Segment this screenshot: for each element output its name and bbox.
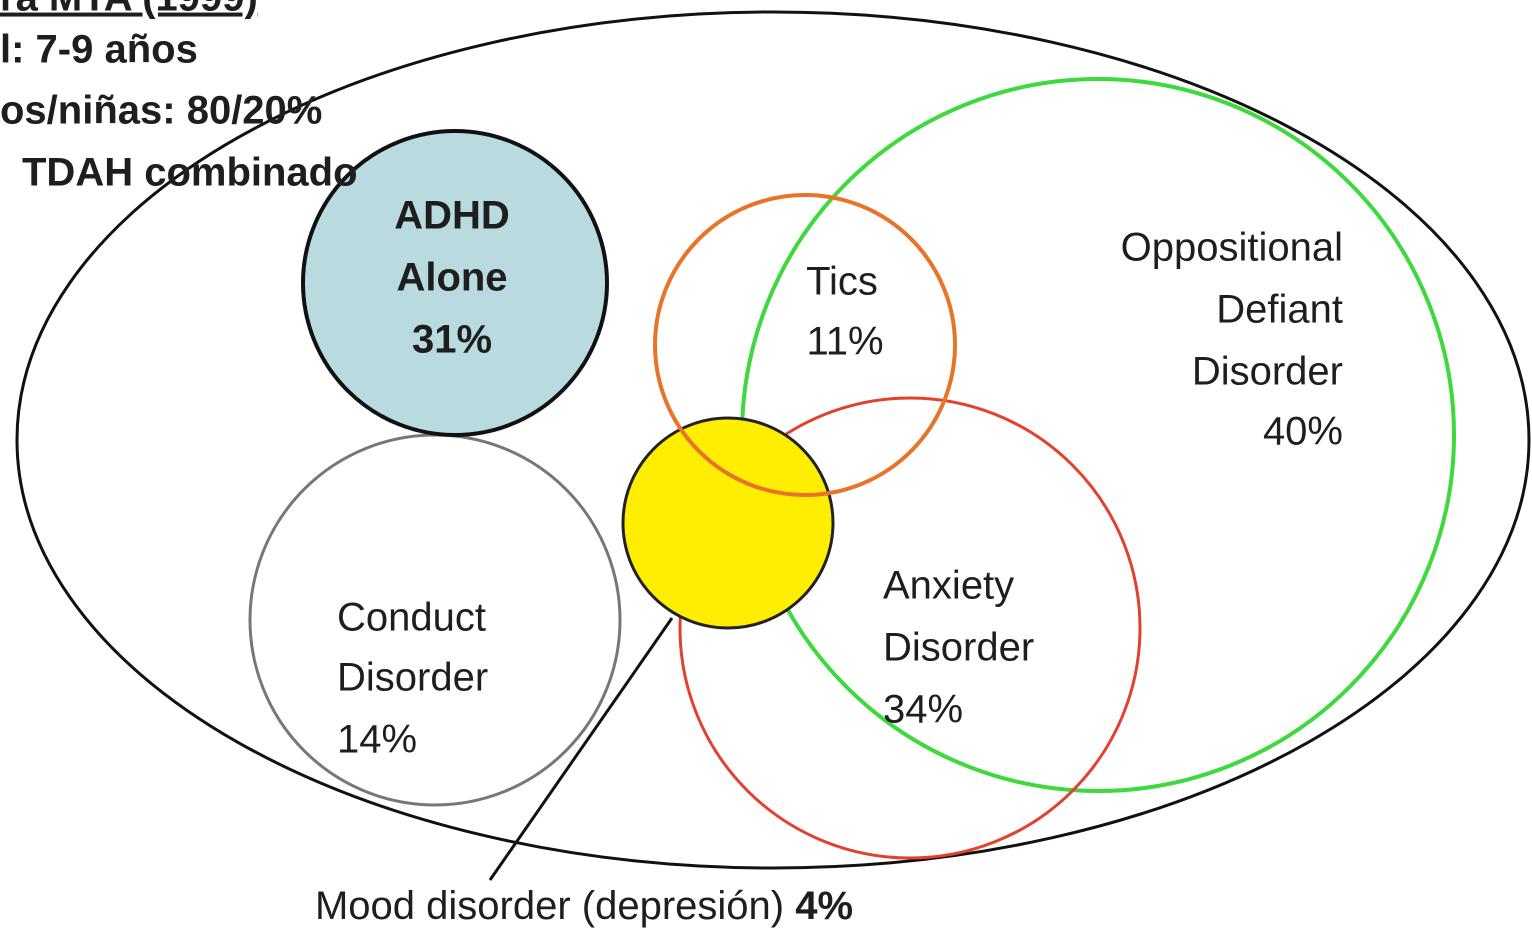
odd-label: Oppositional Defiant Disorder 40% — [1121, 226, 1343, 454]
label-line: 14% — [337, 718, 417, 762]
label-text: Mood disorder (depresión) — [315, 884, 795, 928]
label-line: Defiant — [1216, 288, 1343, 332]
anxiety-label: Anxiety Disorder 34% — [883, 564, 1034, 732]
tics-circle — [653, 193, 957, 497]
label-line: Conduct — [337, 596, 486, 640]
adhd-label: ADHD Alone 31% — [394, 194, 510, 362]
label-line: Tics — [806, 260, 878, 304]
adhd-circle — [301, 129, 609, 437]
header-line: os/niñas: 80/20% — [0, 89, 322, 133]
label-line: 34% — [883, 688, 963, 732]
label-line: Disorder — [337, 656, 488, 700]
label-value: 4% — [795, 884, 853, 928]
label-line: 31% — [412, 318, 492, 362]
header-line: l: 7-9 años — [0, 28, 198, 72]
label-line: Disorder — [1192, 350, 1343, 394]
label-line: Anxiety — [883, 564, 1014, 608]
population-ellipse — [15, 10, 1531, 870]
header-title: ra MTA (1999) — [0, 0, 258, 20]
mood-label: Mood disorder (depresión) 4% — [315, 884, 853, 928]
label-line: Oppositional — [1121, 226, 1343, 270]
mood-circle — [621, 416, 835, 630]
label-line: ADHD — [394, 194, 510, 238]
header-line: TDAH combinado — [22, 151, 358, 195]
pointer-line — [488, 617, 674, 881]
conduct-label: Conduct Disorder 14% — [337, 596, 488, 762]
anxiety-circle — [678, 396, 1142, 860]
label-line: Disorder — [883, 626, 1034, 670]
tics-label: Tics 11% — [806, 260, 883, 364]
label-line: Alone — [396, 256, 507, 300]
label-line: 40% — [1263, 410, 1343, 454]
label-line: 11% — [806, 320, 883, 364]
odd-circle — [740, 77, 1456, 793]
